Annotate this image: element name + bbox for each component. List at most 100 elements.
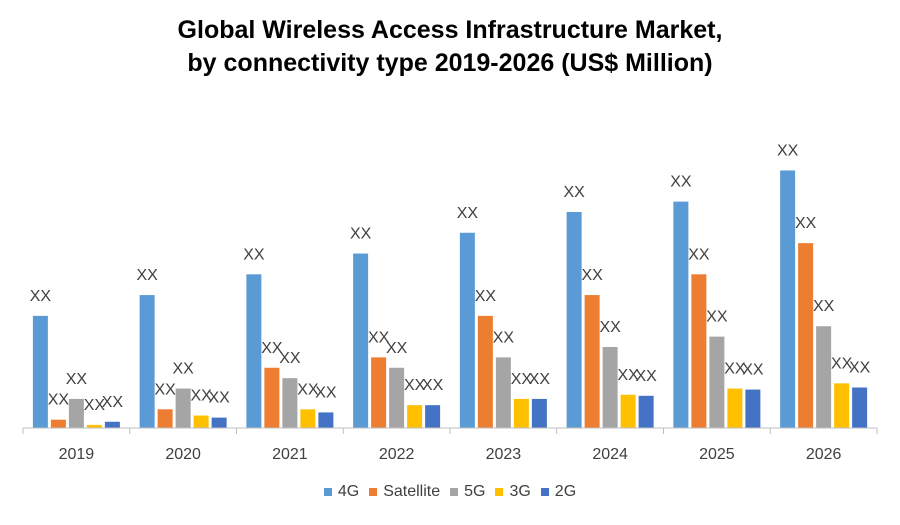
data-label-2g-2023: XX [529,371,551,388]
data-label-4g-2025: XX [670,174,692,191]
bar-5g-2022 [389,367,405,428]
bar-3g-2022 [407,405,423,428]
data-label-3g-2021: XX [297,381,319,398]
x-tick-label-2022: 2022 [379,446,415,463]
data-label-2g-2026: XX [849,360,871,377]
bar-3g-2024 [620,394,636,428]
data-label-5g-2024: XX [599,319,621,336]
data-label-5g-2020: XX [172,361,194,378]
bar-satellite-2019 [50,419,66,428]
data-label-4g-2026: XX [777,142,799,159]
bar-satellite-2023 [477,315,493,428]
bar-5g-2021 [282,378,298,428]
data-label-satellite-2022: XX [368,329,390,346]
bar-satellite-2022 [371,357,387,428]
legend-label-2g: 2G [554,483,577,500]
chart-title-line-1: Global Wireless Access Infrastructure Ma… [177,16,723,44]
bar-3g-2020 [193,415,209,428]
data-label-5g-2019: XX [66,371,88,388]
data-label-3g-2022: XX [404,377,426,394]
legend-label-3g: 3G [509,483,531,500]
bar-2g-2021 [318,412,334,428]
chart-title: Global Wireless Access Infrastructure Ma… [0,14,900,80]
bar-2g-2026 [852,387,868,428]
legend-label-5g: 5G [464,483,486,500]
bar-satellite-2025 [691,274,707,428]
bar-3g-2019 [86,424,102,428]
chart-legend: 4G Satellite 5G 3G 2G [0,483,900,501]
bar-5g-2026 [816,326,832,428]
data-label-satellite-2025: XX [688,246,710,263]
data-label-3g-2023: XX [511,371,533,388]
bar-3g-2021 [300,409,316,428]
bar-2g-2019 [104,421,120,428]
data-label-3g-2019: XX [84,397,106,414]
data-label-5g-2023: XX [493,329,515,346]
data-label-5g-2026: XX [813,298,835,315]
bar-4g-2025 [673,201,689,428]
bar-4g-2019 [32,315,48,428]
legend-item-3g: 3G [495,483,531,501]
data-label-satellite-2019: XX [48,392,70,409]
legend-swatch-4g [323,488,332,496]
bar-satellite-2020 [157,409,173,428]
legend-item-5g: 5G [450,483,485,501]
data-label-satellite-2024: XX [581,267,603,284]
legend-swatch-3g [495,488,504,496]
bar-4g-2021 [246,274,262,428]
bar-satellite-2021 [264,367,280,428]
data-label-4g-2024: XX [563,184,585,201]
bar-3g-2026 [834,383,850,428]
legend-swatch-2g [540,488,549,496]
legend-item-2g: 2G [540,483,577,501]
bar-5g-2024 [602,347,618,428]
x-tick-label-2025: 2025 [699,446,735,463]
legend-item-satellite: Satellite [369,483,440,501]
bar-satellite-2024 [584,295,600,428]
bar-2g-2025 [745,389,761,428]
bar-3g-2023 [513,398,529,428]
data-label-2g-2022: XX [422,377,444,394]
x-tick-label-2020: 2020 [165,446,201,463]
data-label-2g-2020: XX [208,390,230,407]
bar-2g-2022 [425,405,441,428]
data-label-2g-2021: XX [315,384,337,401]
bar-5g-2023 [495,357,511,428]
x-tick-label-2024: 2024 [592,446,628,463]
data-label-2g-2025: XX [742,362,764,379]
x-tick-label-2023: 2023 [486,446,522,463]
legend-label-satellite: Satellite [383,483,441,500]
data-label-3g-2024: XX [617,367,639,384]
x-tick-label-2026: 2026 [806,446,842,463]
data-label-3g-2025: XX [724,361,746,378]
bar-2g-2023 [531,398,547,428]
data-label-satellite-2023: XX [475,288,497,305]
bar-4g-2020 [139,295,155,428]
legend-swatch-5g [450,488,459,496]
bar-satellite-2026 [798,243,814,428]
legend-item-4g: 4G [323,483,360,501]
data-label-4g-2019: XX [30,288,52,305]
bar-3g-2025 [727,388,743,428]
data-label-3g-2020: XX [190,388,212,405]
data-label-3g-2026: XX [831,355,853,372]
bar-4g-2023 [459,232,475,428]
data-label-satellite-2026: XX [795,215,817,232]
legend-label-4g: 4G [337,483,360,500]
x-tick-label-2021: 2021 [272,446,308,463]
x-tick-label-2019: 2019 [59,446,95,463]
data-label-5g-2021: XX [279,350,301,367]
data-label-5g-2025: XX [706,309,728,326]
data-label-satellite-2021: XX [261,340,283,357]
bar-5g-2025 [709,336,725,428]
data-label-4g-2021: XX [243,246,265,263]
data-label-4g-2023: XX [457,205,479,222]
bar-4g-2024 [566,212,582,428]
bar-5g-2019 [68,398,84,428]
bar-2g-2024 [638,395,654,428]
data-label-4g-2020: XX [136,267,158,284]
bar-2g-2020 [211,417,227,428]
bar-4g-2026 [780,170,796,428]
data-label-5g-2022: XX [386,340,408,357]
data-label-2g-2024: XX [635,368,657,385]
